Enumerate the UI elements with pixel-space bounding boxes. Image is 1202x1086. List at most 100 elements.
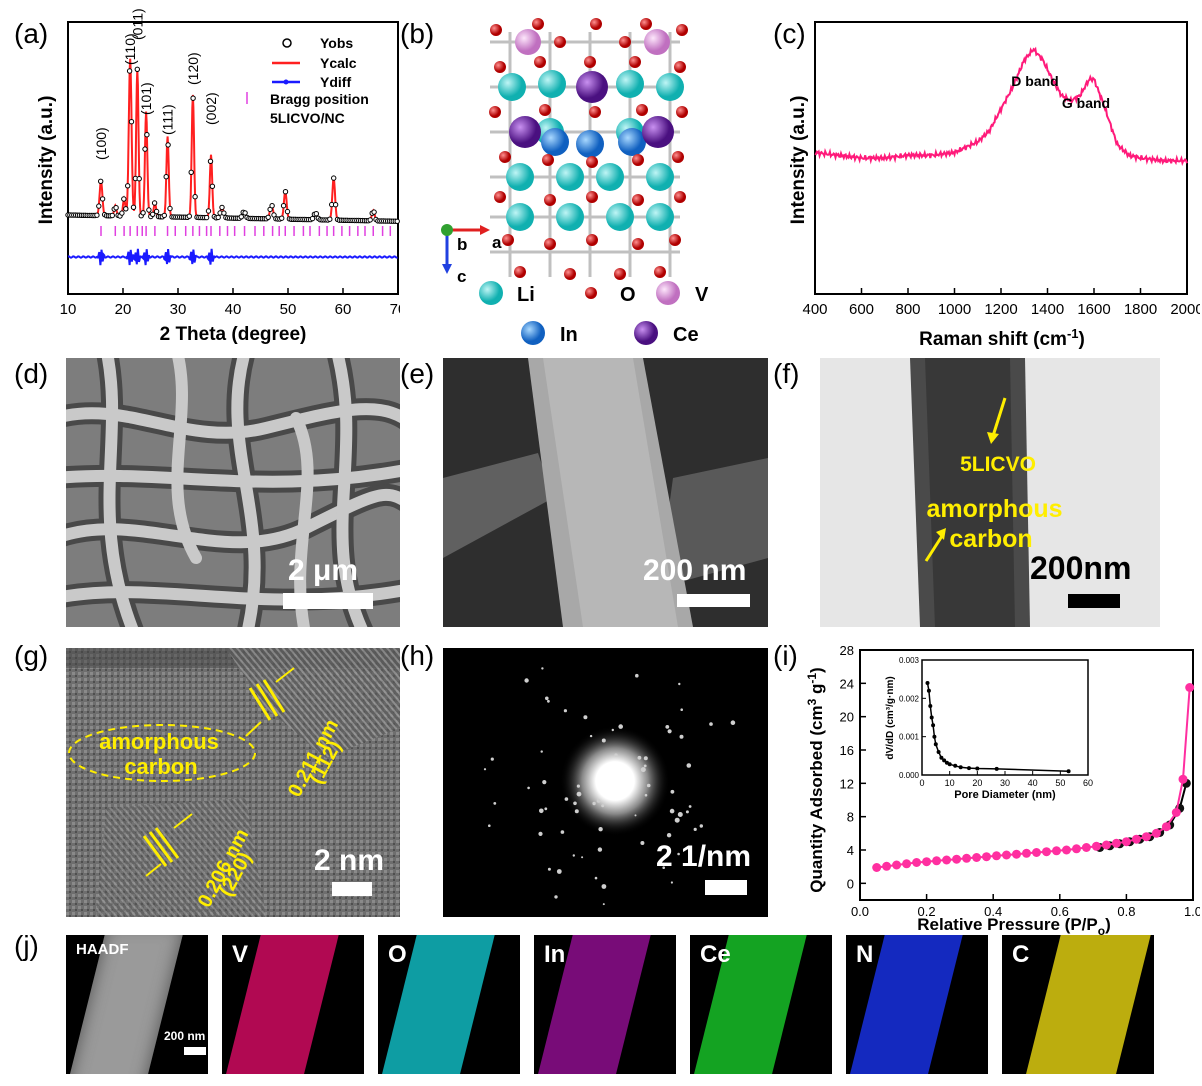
xrd-yobs-point xyxy=(394,218,400,225)
bet-inset-point xyxy=(926,688,931,693)
raman-xtick-label: 1000 xyxy=(938,301,971,318)
bet-ytick-label: 0 xyxy=(847,876,854,891)
bet-inset-point xyxy=(936,750,941,754)
xrd-yobs-point xyxy=(165,142,171,148)
bet-ytick-label: 28 xyxy=(840,643,854,658)
bet-inset-xtick-label: 0 xyxy=(919,778,924,788)
bet-adsorption-point xyxy=(1062,845,1071,855)
bet-ytick-label: 16 xyxy=(840,743,854,758)
tem-label-amorphous: amorphous xyxy=(926,495,1063,523)
saed-spot xyxy=(667,729,672,734)
eds-map-c: C xyxy=(1002,935,1154,1074)
atom-o xyxy=(532,18,544,30)
xrd-yobs-point xyxy=(269,203,275,209)
saed-spot xyxy=(483,768,487,771)
saed-spot xyxy=(637,755,642,760)
panel-label-h: (h) xyxy=(400,640,435,671)
atom-li xyxy=(506,163,534,191)
xrd-yobs-point xyxy=(280,203,287,209)
xrd-yobs-point xyxy=(205,208,212,214)
atom-o xyxy=(494,191,506,203)
tem-label-carbon: carbon xyxy=(949,525,1033,553)
bet-adsorption-point xyxy=(1032,848,1041,857)
saed-spot xyxy=(611,728,614,732)
xrd-yobs-point xyxy=(209,183,216,190)
bet-inset-point xyxy=(975,766,980,771)
panel-label-j: (j) xyxy=(14,930,39,961)
atom-o xyxy=(632,154,644,166)
bet-adsorption-point xyxy=(1171,808,1181,817)
scalebar-f xyxy=(1068,594,1120,608)
bet-inset-xtick-label: 60 xyxy=(1083,778,1093,788)
saed-spot xyxy=(674,817,680,823)
bet-inset-ytick-label: 0.001 xyxy=(899,733,920,742)
saed-spot xyxy=(686,763,692,768)
saed-spot xyxy=(592,801,596,806)
saed-spot xyxy=(544,807,548,811)
xrd-ylabel: Intensity (a.u.) xyxy=(36,96,57,225)
bet-inset-point xyxy=(953,763,958,768)
bet-ytick-label: 8 xyxy=(847,810,854,825)
atom-ce xyxy=(576,71,608,103)
xrd-xtick-label: 40 xyxy=(225,301,242,318)
atom-o xyxy=(564,268,576,280)
bet-inset-point xyxy=(942,758,947,763)
atom-li xyxy=(606,203,634,231)
bet-adsorption-point xyxy=(962,853,972,863)
xrd-yobs-point xyxy=(119,210,125,216)
bet-inset-point xyxy=(1066,769,1071,774)
bet-inset-ytick-label: 0.000 xyxy=(899,771,920,780)
xrd-yobs-point xyxy=(113,205,119,211)
atom-o xyxy=(584,56,596,68)
xrd-yobs-point xyxy=(140,210,146,216)
atom-o xyxy=(636,104,648,116)
xrd-peak-label: (111) xyxy=(160,104,176,135)
eds-map-o: O xyxy=(378,935,520,1074)
atom-in xyxy=(541,128,569,156)
legend-ce: Ce xyxy=(673,324,699,346)
xrd-yobs-point xyxy=(167,205,173,212)
eds-label-n: N xyxy=(856,941,874,968)
scalebar-label-d: 2 μm xyxy=(288,554,359,587)
bet-adsorption-point xyxy=(1072,844,1081,854)
panel-label-g: (g) xyxy=(14,640,49,671)
xrd-yobs-point xyxy=(121,196,127,202)
legend-v: V xyxy=(695,284,709,306)
raman-xtick-label: 1800 xyxy=(1124,301,1157,318)
scalebar-j xyxy=(184,1047,206,1055)
legend-in-swatch xyxy=(521,321,545,345)
xrd-yobs-point xyxy=(238,214,245,220)
saed-spot xyxy=(670,881,673,884)
saed-spot xyxy=(540,750,543,753)
xrd-xlabel: 2 Theta (degree) xyxy=(160,324,307,345)
atom-o xyxy=(544,238,556,250)
saed-spot xyxy=(677,852,680,856)
bet-adsorption-point xyxy=(1185,683,1195,692)
saed-spot xyxy=(563,709,567,713)
bet-inset-point xyxy=(939,755,944,760)
saed-spot xyxy=(547,699,550,703)
bet-adsorption-point xyxy=(1121,837,1131,847)
atom-ce xyxy=(642,116,674,148)
bet-axes-frame xyxy=(859,649,1194,901)
atom-li xyxy=(616,70,644,98)
xrd-peak-label: (110) xyxy=(122,33,138,65)
bet-adsorption-point xyxy=(1081,843,1091,852)
bet-xtick-label: 0.8 xyxy=(1117,904,1135,919)
atom-li xyxy=(556,203,584,231)
bet-inset-xtick-label: 40 xyxy=(1028,778,1038,788)
saed-spot xyxy=(699,824,703,828)
xrd-yobs-point xyxy=(190,95,196,101)
bet-adsorption-point xyxy=(1178,774,1188,784)
bet-xtick-label: 1.0 xyxy=(1184,904,1200,919)
raman-xtick-label: 2000 xyxy=(1170,301,1200,318)
xrd-peak-label: (120) xyxy=(185,52,201,85)
atom-li xyxy=(498,73,526,101)
bet-inset-ytick-label: 0.002 xyxy=(899,694,920,703)
saed-spot xyxy=(576,791,582,797)
bet-xtick-label: 0.0 xyxy=(851,904,869,919)
xrd-peak-label: (100) xyxy=(93,127,109,160)
xrd-yobs-point xyxy=(153,208,160,215)
atom-li xyxy=(646,203,674,231)
saed-spot xyxy=(665,725,670,729)
